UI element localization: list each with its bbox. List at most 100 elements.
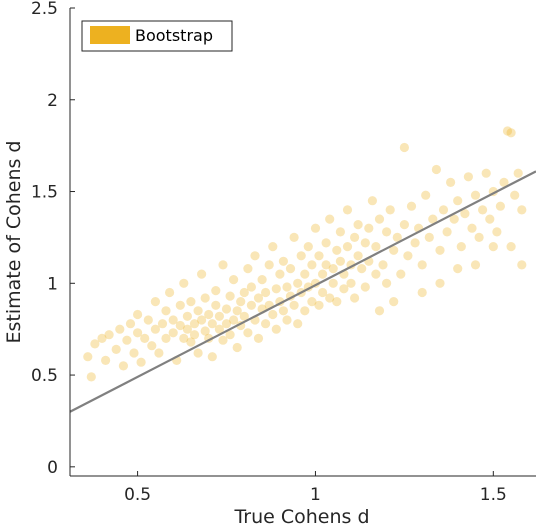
data-point [275,270,284,279]
data-point [311,224,320,233]
data-point [215,312,224,321]
data-point [371,270,380,279]
data-point [329,264,338,273]
data-point [197,270,206,279]
data-point [190,330,199,339]
data-point [151,297,160,306]
data-point [471,191,480,200]
data-point [247,282,256,291]
data-point [144,315,153,324]
data-point [318,270,327,279]
data-point [443,227,452,236]
data-point [314,301,323,310]
data-point [332,297,341,306]
data-point [161,306,170,315]
data-point [400,220,409,229]
data-point [87,372,96,381]
data-point [336,227,345,236]
data-point [368,196,377,205]
data-point [435,246,444,255]
data-point [140,334,149,343]
data-point [386,205,395,214]
data-point [496,202,505,211]
data-point [222,304,231,313]
data-point [304,242,313,251]
data-point [208,352,217,361]
data-point [378,260,387,269]
data-point [382,279,391,288]
data-point [268,310,277,319]
y-tick-label: 1 [47,274,58,294]
x-tick-label: 1 [310,485,321,505]
data-point [211,301,220,310]
data-point [218,260,227,269]
data-point [243,264,252,273]
data-point [183,312,192,321]
data-point [507,128,516,137]
data-point [403,251,412,260]
data-point [475,233,484,242]
y-tick-label: 2 [47,91,58,111]
data-point [432,165,441,174]
data-point [83,352,92,361]
y-tick-label: 0.5 [31,366,58,386]
data-point [229,275,238,284]
data-point [261,288,270,297]
data-point [293,319,302,328]
data-point [336,257,345,266]
y-axis-ticks: 00.511.522.5 [31,0,75,478]
data-point [300,270,309,279]
data-point [158,319,167,328]
data-point [286,264,295,273]
data-point [517,260,526,269]
data-point [350,293,359,302]
data-point [322,238,331,247]
data-point [272,284,281,293]
data-point [201,293,210,302]
data-point [261,319,270,328]
data-point [446,178,455,187]
data-point [307,260,316,269]
data-point [265,260,274,269]
data-point [389,297,398,306]
data-point [258,275,267,284]
data-point [211,286,220,295]
data-point [382,227,391,236]
legend-swatch [90,26,130,44]
data-point [396,270,405,279]
data-point [332,246,341,255]
data-point [147,341,156,350]
x-axis-label: True Cohens d [233,506,369,528]
data-point [453,196,462,205]
data-point [489,242,498,251]
data-point [325,215,334,224]
data-point [161,334,170,343]
data-point [233,343,242,352]
data-point [279,306,288,315]
data-point [507,242,516,251]
data-point [329,279,338,288]
data-point [418,260,427,269]
data-point [154,348,163,357]
data-point [194,348,203,357]
data-point [457,242,466,251]
data-point [346,279,355,288]
data-point [254,334,263,343]
x-tick-label: 1.5 [480,485,507,505]
data-point [343,205,352,214]
data-point [510,191,519,200]
data-point [371,242,380,251]
data-point [282,315,291,324]
data-point [247,301,256,310]
data-point [293,279,302,288]
data-point [176,301,185,310]
data-point [361,238,370,247]
data-point [411,238,420,247]
data-point [126,319,135,328]
data-point [492,227,501,236]
data-point [400,143,409,152]
data-point [105,330,114,339]
y-tick-label: 1.5 [31,183,58,203]
data-point [357,264,366,273]
